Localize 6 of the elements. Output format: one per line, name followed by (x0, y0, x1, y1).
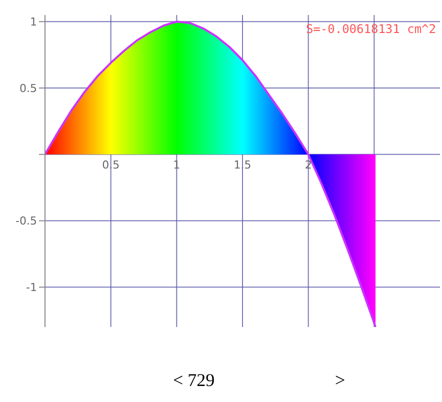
y-tick-label: -0.5 (16, 214, 37, 228)
y-tick-label: 1 (30, 16, 37, 29)
text: > (335, 370, 346, 391)
y-tick-label: -1 (26, 281, 37, 294)
text: < 729 (173, 370, 215, 391)
y-tick-label: 0.5 (20, 82, 37, 95)
